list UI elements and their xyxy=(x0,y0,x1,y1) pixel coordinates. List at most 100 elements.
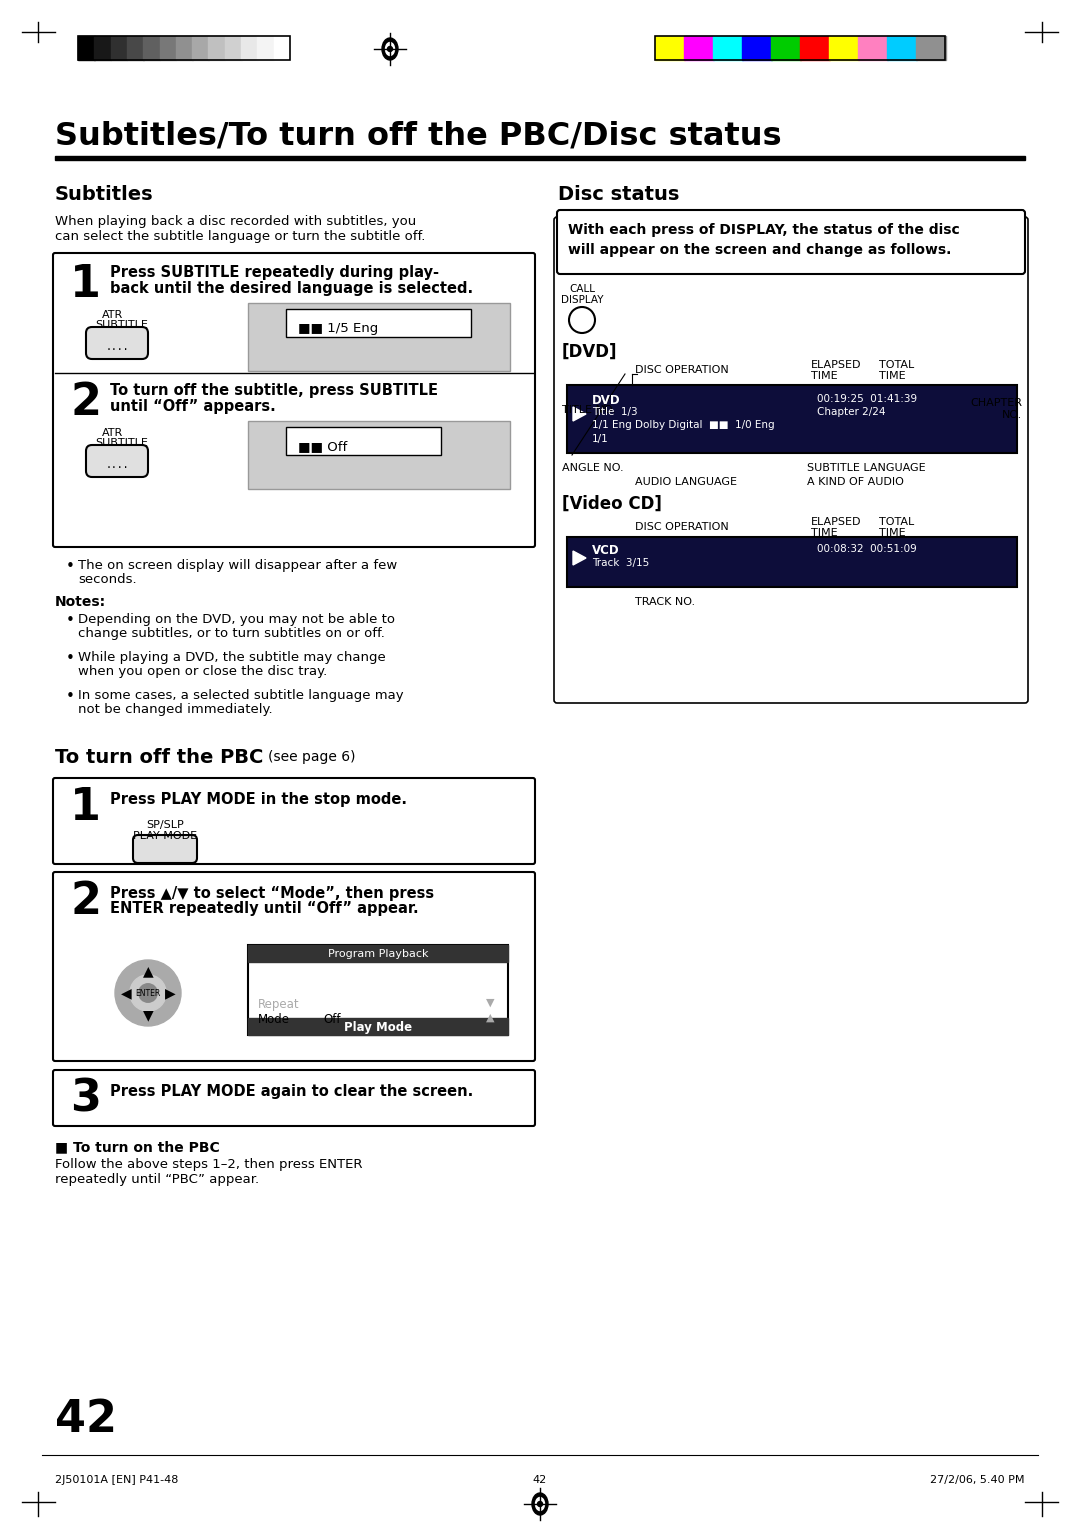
Text: (see page 6): (see page 6) xyxy=(268,750,355,764)
Text: ■■ 1/5 Eng: ■■ 1/5 Eng xyxy=(298,322,378,335)
Text: TIME: TIME xyxy=(879,529,906,538)
Text: The on screen display will disappear after a few: The on screen display will disappear aft… xyxy=(78,559,397,571)
Text: can select the subtitle language or turn the subtitle off.: can select the subtitle language or turn… xyxy=(55,231,426,243)
Text: 2: 2 xyxy=(70,880,102,923)
Text: With each press of DISPLAY, the status of the disc
will appear on the screen and: With each press of DISPLAY, the status o… xyxy=(568,223,960,257)
Ellipse shape xyxy=(386,43,394,55)
Bar xyxy=(248,944,508,963)
Bar xyxy=(684,37,714,60)
Text: CALL: CALL xyxy=(569,284,595,293)
Text: 1/1: 1/1 xyxy=(592,434,609,445)
Text: repeatedly until “PBC” appear.: repeatedly until “PBC” appear. xyxy=(55,1174,259,1186)
Text: Follow the above steps 1–2, then press ENTER: Follow the above steps 1–2, then press E… xyxy=(55,1158,363,1170)
Text: To turn off the subtitle, press SUBTITLE: To turn off the subtitle, press SUBTITLE xyxy=(110,384,438,397)
Circle shape xyxy=(538,1502,542,1507)
Text: ANGLE NO.: ANGLE NO. xyxy=(562,463,623,474)
Text: ELAPSED: ELAPSED xyxy=(811,361,862,370)
Bar xyxy=(248,1018,508,1034)
Bar xyxy=(248,944,508,1034)
Text: 00:08:32  00:51:09: 00:08:32 00:51:09 xyxy=(816,544,917,555)
Text: ENTER repeatedly until “Off” appear.: ENTER repeatedly until “Off” appear. xyxy=(110,902,419,915)
FancyBboxPatch shape xyxy=(86,445,148,477)
Bar xyxy=(567,536,1017,587)
Bar xyxy=(94,37,111,60)
Text: •: • xyxy=(66,689,75,704)
Text: •: • xyxy=(66,613,75,628)
Circle shape xyxy=(138,984,158,1002)
Text: ELAPSED: ELAPSED xyxy=(811,516,862,527)
Text: TOTAL: TOTAL xyxy=(879,516,915,527)
Bar xyxy=(829,37,859,60)
Bar xyxy=(800,37,829,60)
Text: To turn off the PBC: To turn off the PBC xyxy=(55,749,264,767)
Circle shape xyxy=(130,975,166,1012)
Bar xyxy=(78,37,291,60)
Text: when you open or close the disc tray.: when you open or close the disc tray. xyxy=(78,665,327,678)
Text: Chapter 2/24: Chapter 2/24 xyxy=(816,406,886,417)
Text: •: • xyxy=(66,559,75,575)
Text: ▲: ▲ xyxy=(143,964,153,978)
FancyBboxPatch shape xyxy=(53,872,535,1060)
Ellipse shape xyxy=(536,1497,544,1511)
Bar xyxy=(144,37,160,60)
Text: 1/1 Eng Dolby Digital  ■■  1/0 Eng: 1/1 Eng Dolby Digital ■■ 1/0 Eng xyxy=(592,420,774,429)
Bar xyxy=(241,37,258,60)
Text: ◀: ◀ xyxy=(121,986,131,999)
Text: seconds.: seconds. xyxy=(78,573,137,587)
Bar xyxy=(110,37,127,60)
Text: 2J50101A [EN] P41-48: 2J50101A [EN] P41-48 xyxy=(55,1475,178,1485)
Bar xyxy=(286,309,471,338)
Text: SUBTITLE LANGUAGE: SUBTITLE LANGUAGE xyxy=(807,463,926,474)
Text: 27/2/06, 5.40 PM: 27/2/06, 5.40 PM xyxy=(931,1475,1025,1485)
Bar xyxy=(78,37,95,60)
Text: ▼: ▼ xyxy=(143,1008,153,1022)
Text: Notes:: Notes: xyxy=(55,594,106,610)
Text: ■■ Off: ■■ Off xyxy=(298,440,348,452)
Bar xyxy=(127,37,144,60)
Text: 2: 2 xyxy=(70,380,102,423)
Text: VCD: VCD xyxy=(592,544,620,558)
FancyBboxPatch shape xyxy=(557,209,1025,274)
Text: DISC OPERATION: DISC OPERATION xyxy=(635,365,729,374)
Text: ENTER: ENTER xyxy=(135,989,161,998)
Text: ....: .... xyxy=(105,460,129,471)
Text: ....: .... xyxy=(105,342,129,351)
Bar xyxy=(713,37,743,60)
Text: A KIND OF AUDIO: A KIND OF AUDIO xyxy=(807,477,904,487)
Bar xyxy=(176,37,192,60)
Text: DISPLAY: DISPLAY xyxy=(561,295,604,306)
Bar xyxy=(916,37,945,60)
Text: TOTAL: TOTAL xyxy=(879,361,915,370)
Text: While playing a DVD, the subtitle may change: While playing a DVD, the subtitle may ch… xyxy=(78,651,386,665)
Text: Title  1/3: Title 1/3 xyxy=(592,406,637,417)
Text: 1: 1 xyxy=(70,263,102,306)
Bar xyxy=(887,37,917,60)
Text: Press ▲/▼ to select “Mode”, then press: Press ▲/▼ to select “Mode”, then press xyxy=(110,886,434,902)
Text: SUBTITLE: SUBTITLE xyxy=(95,439,148,448)
Text: Track  3/15: Track 3/15 xyxy=(592,558,649,568)
Text: Press PLAY MODE again to clear the screen.: Press PLAY MODE again to clear the scree… xyxy=(110,1083,473,1099)
FancyBboxPatch shape xyxy=(86,327,148,359)
Text: ▶: ▶ xyxy=(165,986,175,999)
Bar xyxy=(567,385,1017,452)
Polygon shape xyxy=(573,406,586,422)
Text: Disc status: Disc status xyxy=(558,185,679,205)
Text: back until the desired language is selected.: back until the desired language is selec… xyxy=(110,281,473,296)
Text: SP/SLP: SP/SLP xyxy=(146,821,184,830)
Ellipse shape xyxy=(532,1493,548,1514)
Text: Depending on the DVD, you may not be able to: Depending on the DVD, you may not be abl… xyxy=(78,613,395,626)
Bar xyxy=(248,303,510,371)
Bar xyxy=(257,37,274,60)
Bar xyxy=(771,37,800,60)
Text: Subtitles/To turn off the PBC/Disc status: Subtitles/To turn off the PBC/Disc statu… xyxy=(55,121,782,151)
Text: TITLE NO.: TITLE NO. xyxy=(562,405,616,416)
Text: Off: Off xyxy=(323,1013,340,1025)
Text: ATR: ATR xyxy=(102,428,123,439)
FancyBboxPatch shape xyxy=(53,1070,535,1126)
Text: Mode: Mode xyxy=(258,1013,291,1025)
Text: not be changed immediately.: not be changed immediately. xyxy=(78,703,272,717)
Text: [Video CD]: [Video CD] xyxy=(562,495,662,513)
Circle shape xyxy=(114,960,181,1025)
Bar xyxy=(208,37,226,60)
Text: until “Off” appears.: until “Off” appears. xyxy=(110,399,275,414)
